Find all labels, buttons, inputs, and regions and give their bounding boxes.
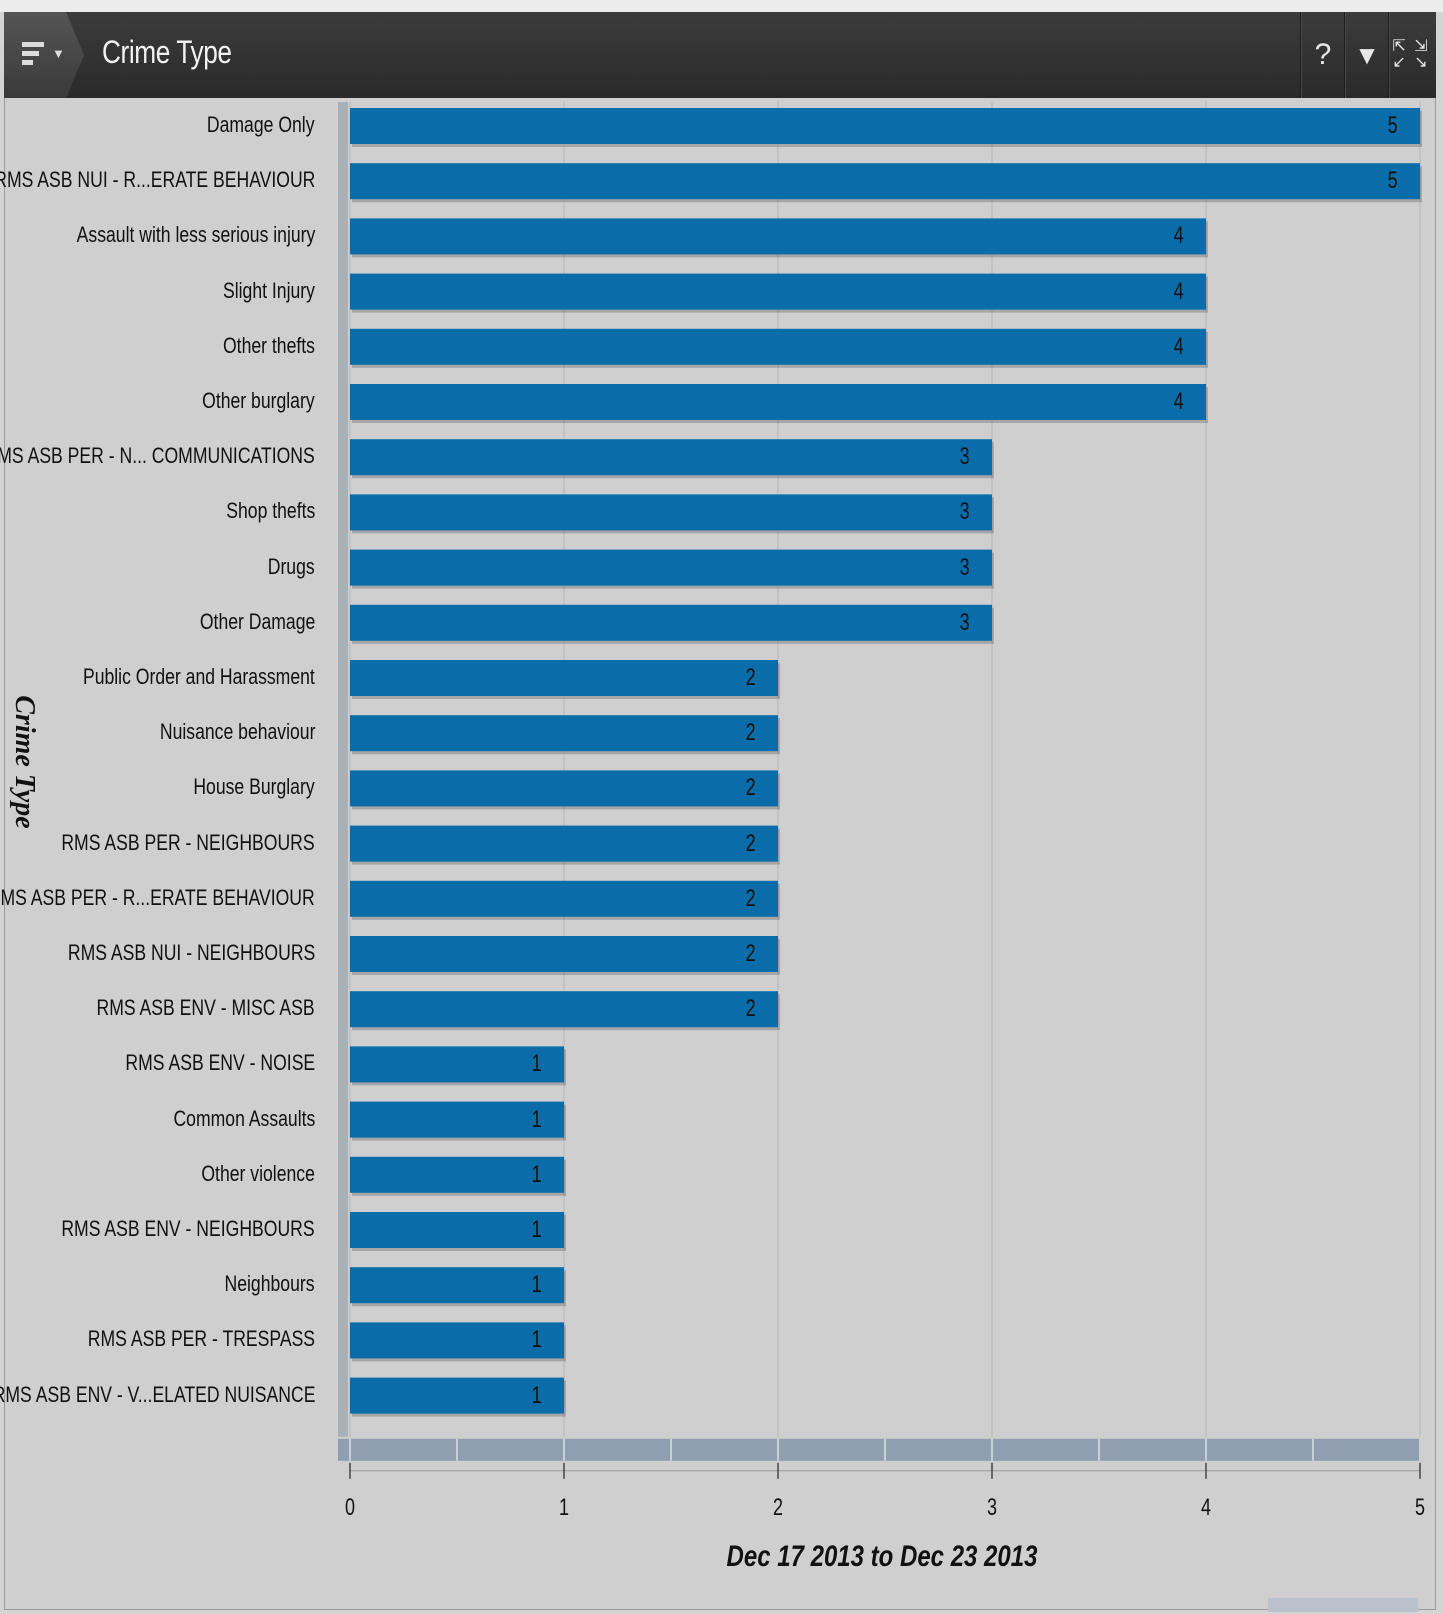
value-label: 1 [531,1326,542,1354]
value-label: 1 [531,1160,542,1188]
bar [350,936,778,972]
bar [350,991,778,1028]
category-label: RMS ASB ENV - NOISE [125,1050,315,1076]
value-label: 1 [531,1105,542,1133]
value-label: 2 [745,884,756,912]
category-label: RMS ASB ENV - V...ELATED NUISANCE [0,1381,315,1407]
category-label: Other violence [201,1160,315,1186]
category-label: RMS ASB PER - N... COMMUNICATIONS [0,443,315,469]
value-label: 1 [531,1050,542,1078]
value-label: 3 [959,608,970,636]
top-strip [0,0,1443,12]
x-tick-label: 0 [344,1494,356,1521]
value-label: 4 [1173,277,1184,305]
value-label: 5 [1387,112,1398,139]
x-tick-label: 5 [1414,1494,1426,1521]
value-label: 2 [745,719,756,747]
bar [350,1322,564,1359]
help-button[interactable]: ? [1300,12,1345,98]
filter-dropdown-button[interactable]: ▼ [1344,12,1389,98]
bar [350,825,778,862]
category-label: Neighbours [224,1271,315,1297]
category-label: Shop thefts [225,498,315,524]
category-label: Assault with less serious injury [76,222,315,248]
category-label: Drugs [268,553,315,579]
value-label: 2 [745,995,756,1023]
maximize-button[interactable]: ⇱ ⇲ ↙ ↘ [1388,12,1433,98]
resize-handle[interactable] [1268,1598,1418,1612]
category-label: Other Damage [199,608,315,634]
maximize-icon: ⇱ ⇲ ↙ ↘ [1392,38,1430,71]
value-label: 4 [1173,388,1184,415]
category-label: RMS ASB ENV - MISC ASB [96,995,315,1021]
value-label: 3 [959,498,970,526]
value-label: 1 [531,1381,542,1409]
x-tick-label: 4 [1200,1494,1212,1521]
panel-title: Crime Type [102,34,232,70]
value-label: 3 [959,553,970,581]
value-label: 2 [745,664,756,691]
bar [350,163,1420,200]
x-tick-label: 1 [558,1494,570,1521]
value-label: 4 [1173,222,1184,250]
category-label: RMS ASB ENV - NEIGHBOURS [61,1216,315,1241]
value-label: 1 [531,1271,542,1299]
value-label: 4 [1173,332,1184,360]
category-label: RMS ASB NUI - R...ERATE BEHAVIOUR [0,167,315,193]
x-tick-label: 3 [986,1494,998,1521]
value-label: 3 [959,443,970,471]
bar [350,494,992,531]
bar [350,1267,564,1304]
bar [350,439,992,476]
value-label: 2 [745,829,756,857]
panel-menu-button[interactable]: ▼ [4,12,84,98]
category-label: Slight Injury [223,277,315,303]
bar [350,1101,564,1138]
help-icon: ? [1314,38,1332,71]
bar [350,1377,564,1414]
x-axis-title: Dec 17 2013 to Dec 23 2013 [726,1540,1038,1573]
bar [350,273,1206,310]
category-label: House Burglary [193,774,315,800]
value-label: 1 [531,1216,542,1243]
value-label: 2 [745,940,756,967]
category-label: Damage Only [207,112,315,137]
bar [350,660,778,696]
bar [350,1156,564,1193]
value-label: 2 [745,774,756,802]
bar [350,549,992,586]
bar [350,880,778,917]
category-label: Other burglary [202,388,316,413]
y-axis-title: Crime Type [9,695,40,829]
category-label: Nuisance behaviour [159,719,315,745]
bar [350,108,1420,144]
bar [350,715,778,752]
x-axis-band [338,1438,1420,1461]
bar [350,328,1206,365]
value-label: 5 [1387,167,1398,195]
bar [350,1046,564,1083]
bar [350,384,1206,420]
category-label: RMS ASB PER - NEIGHBOURS [61,829,315,855]
category-label: Other thefts [223,332,315,358]
category-label: Common Assaults [173,1105,315,1131]
category-label: RMS ASB PER - R...ERATE BEHAVIOUR [0,884,315,910]
category-label: Public Order and Harassment [83,664,315,689]
x-tick-label: 2 [772,1494,784,1521]
list-menu-icon [22,42,44,69]
bar [350,604,992,641]
bar [350,218,1206,255]
triangle-down-icon: ▼ [1354,39,1380,70]
chevron-down-icon: ▼ [52,46,65,61]
category-label: RMS ASB PER - TRESPASS [87,1326,315,1352]
bar [350,1212,564,1248]
bar [350,770,778,807]
panel-header: ▼ Crime Type ? ▼ ⇱ ⇲ ↙ ↘ [4,12,1436,98]
y-axis-strip [338,102,348,1437]
category-label: RMS ASB NUI - NEIGHBOURS [67,940,315,965]
